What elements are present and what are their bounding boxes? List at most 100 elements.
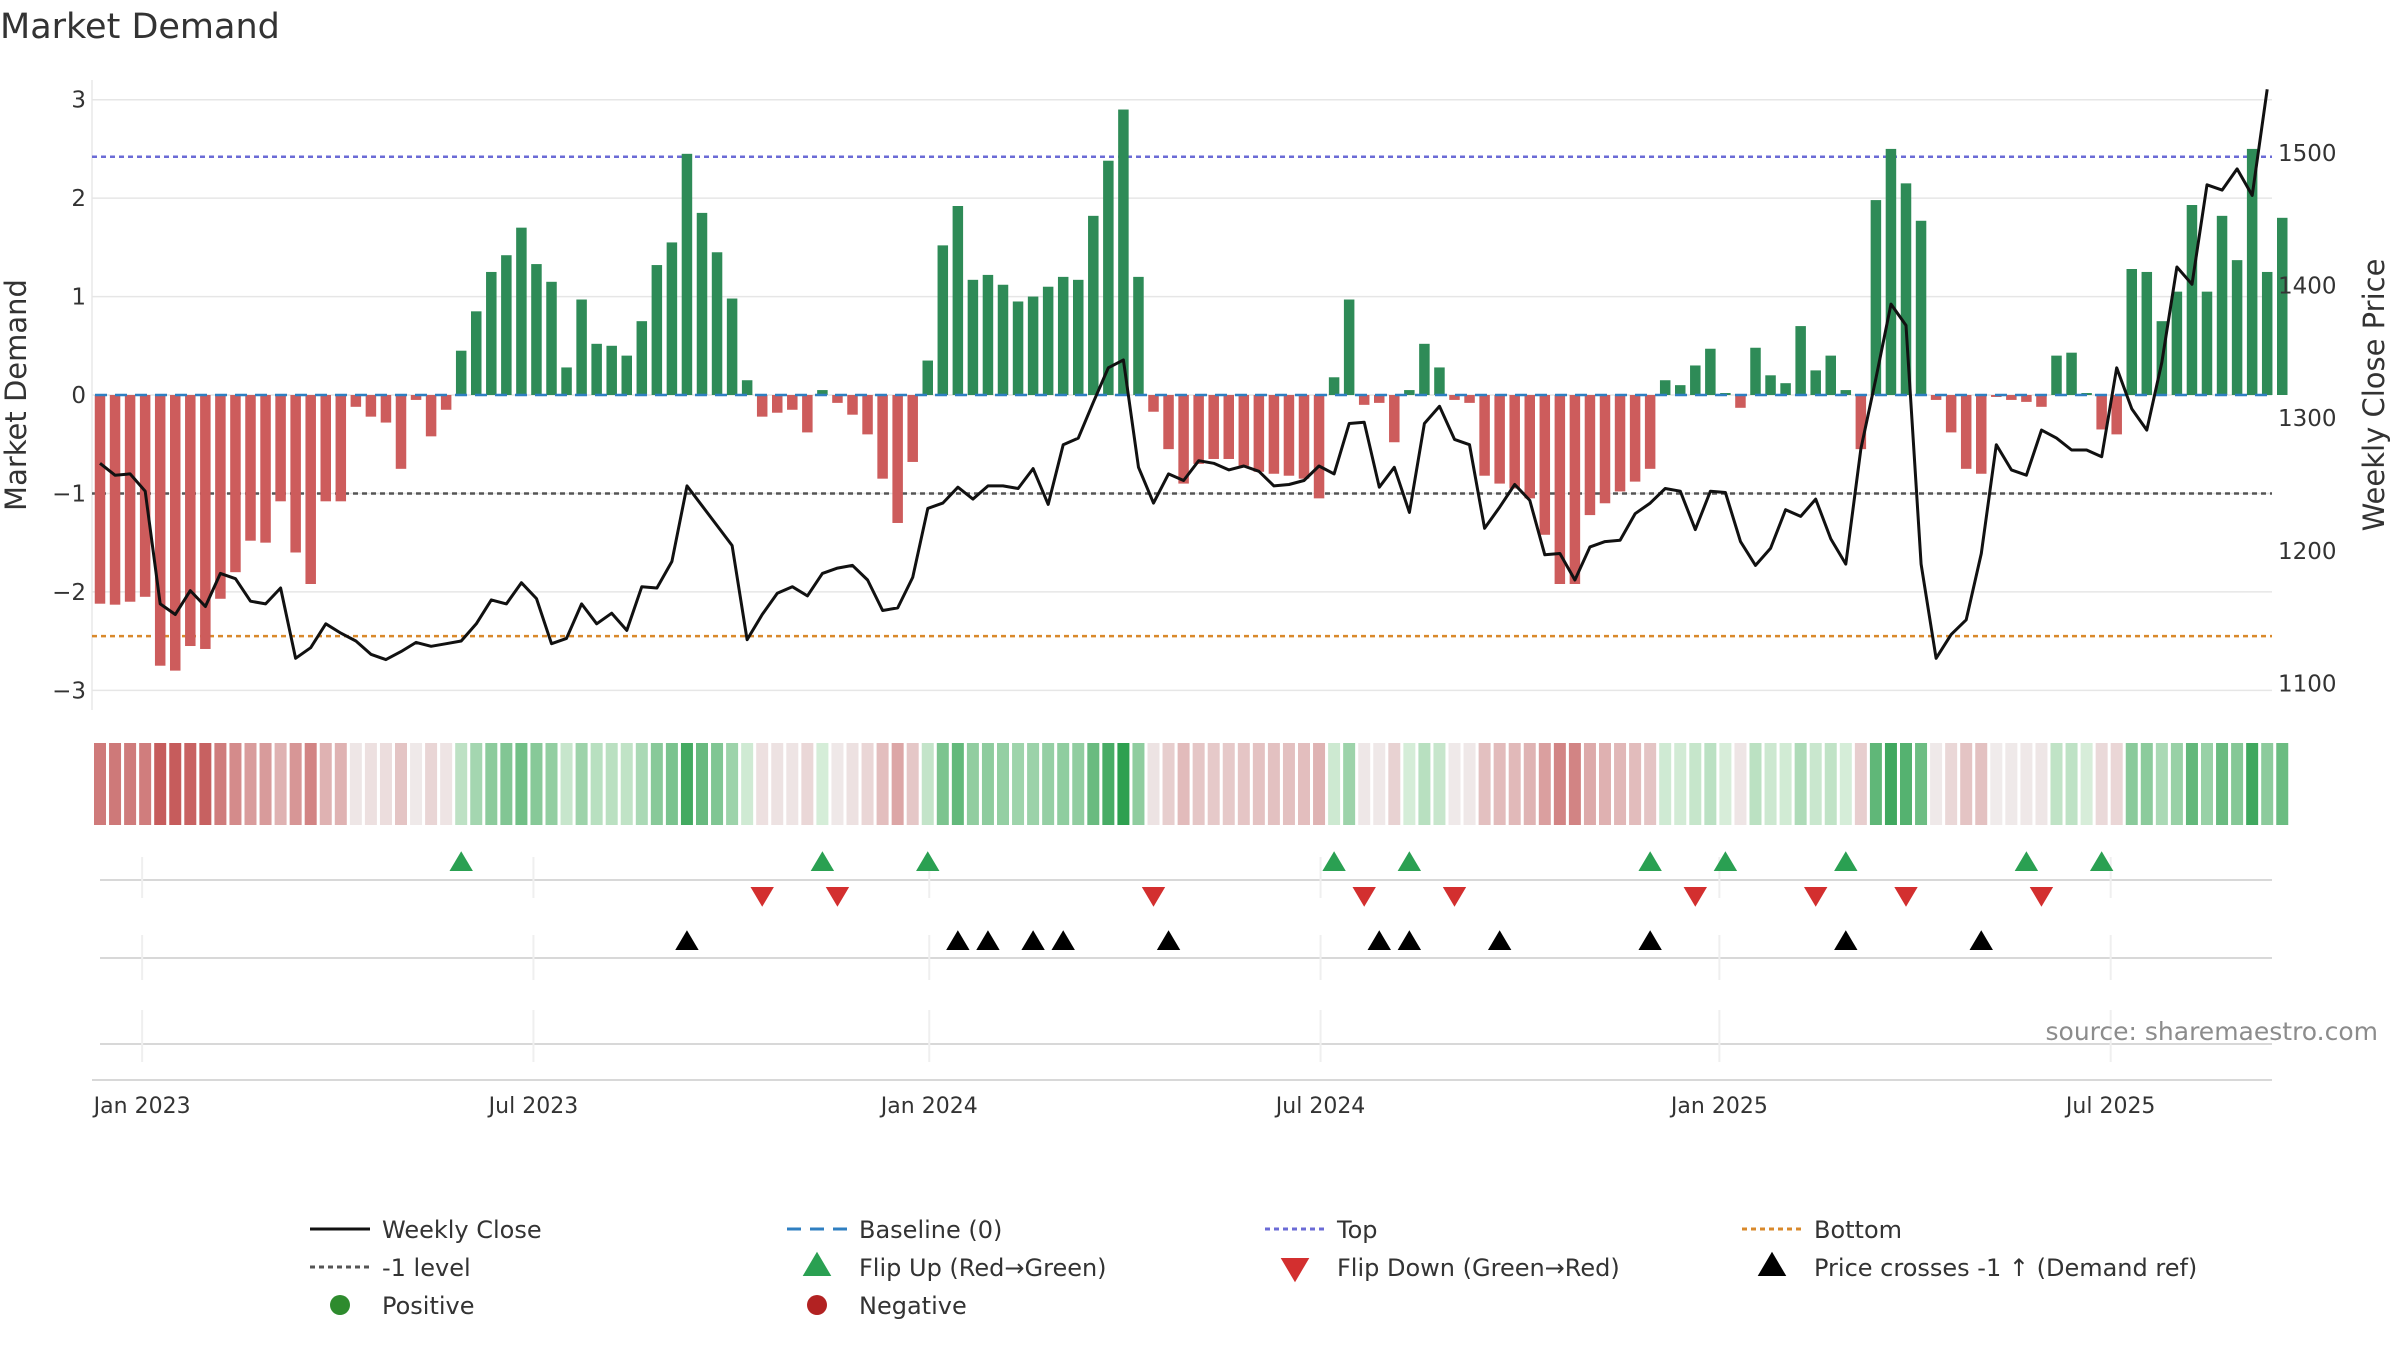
- demand-bar-138: [2171, 291, 2183, 395]
- heat-cell-38: [665, 743, 678, 825]
- demand-bar-65: [1073, 279, 1084, 395]
- heat-cell-71: [1162, 743, 1175, 825]
- heat-cell-83: [1343, 743, 1356, 825]
- heat-cell-115: [1824, 743, 1837, 825]
- legend-label-0: Weekly Close: [382, 1216, 542, 1244]
- demand-bar-12: [275, 395, 286, 502]
- demand-bar-128: [2021, 395, 2032, 402]
- demand-bar-30: [546, 281, 557, 395]
- demand-bar-105: [1675, 385, 1686, 395]
- legend-item-2: Top: [1265, 1216, 1378, 1244]
- demand-bar-95: [1524, 395, 1535, 499]
- demand-bar-35: [621, 355, 632, 395]
- flip-up-marker-3: [1322, 851, 1346, 871]
- demand-bar-22: [425, 395, 437, 437]
- left-axis-ticks: 3 2 1 0 −1 −2 −3: [52, 88, 86, 705]
- x-tick-0: Jan 2023: [92, 1094, 191, 1119]
- demand-bar-116: [1840, 390, 1852, 395]
- demand-bar-77: [1253, 395, 1265, 472]
- legend-item-6: Flip Down (Green→Red): [1280, 1254, 1620, 1283]
- heat-cell-58: [966, 743, 979, 825]
- demand-bar-119: [1885, 148, 1897, 395]
- heat-cell-99: [1583, 743, 1596, 825]
- heat-cell-25: [470, 743, 483, 825]
- cross-marker-5: [1156, 930, 1181, 950]
- heat-cell-90: [1448, 743, 1461, 825]
- left-tick-4: −1: [52, 481, 86, 507]
- x-tick-3: Jul 2024: [1274, 1094, 1366, 1119]
- demand-bar-75: [1223, 395, 1234, 459]
- legend-item-1: Baseline (0): [787, 1216, 1002, 1244]
- demand-bar-28: [516, 227, 527, 395]
- demand-bar-93: [1494, 395, 1505, 484]
- heat-cell-143: [2246, 743, 2259, 825]
- demand-bar-83: [1343, 299, 1355, 395]
- flip-down-marker-1: [825, 887, 850, 907]
- heat-cell-5: [169, 743, 182, 825]
- demand-bar-60: [997, 284, 1009, 395]
- flip-down-marker-0: [750, 887, 774, 907]
- heat-cell-108: [1719, 743, 1732, 825]
- heat-cell-6: [184, 743, 197, 825]
- source-note: source: sharemaestro.com: [2046, 1017, 2379, 1046]
- heat-cell-131: [2065, 743, 2078, 825]
- demand-bar-133: [2096, 395, 2107, 430]
- demand-bar-61: [1012, 301, 1024, 395]
- heat-cell-48: [816, 743, 829, 825]
- heat-cell-49: [831, 743, 844, 825]
- demand-bar-19: [380, 395, 392, 423]
- flip-up-marker-4: [1397, 851, 1422, 871]
- heat-cell-23: [440, 743, 453, 825]
- demand-bar-40: [696, 212, 708, 395]
- demand-bar-117: [1855, 395, 1867, 450]
- demand-bar-144: [2261, 271, 2273, 395]
- heat-cell-117: [1854, 743, 1867, 825]
- heat-cell-113: [1794, 743, 1807, 825]
- demand-bar-81: [1313, 395, 1325, 499]
- legend-label-8: Positive: [382, 1292, 475, 1320]
- heat-cell-111: [1764, 743, 1777, 825]
- x-tick-2: Jan 2024: [879, 1094, 978, 1119]
- heat-cell-20: [395, 743, 407, 825]
- legend-swatch-9: [807, 1295, 827, 1315]
- heat-cell-45: [771, 743, 784, 825]
- demand-bar-97: [1554, 395, 1566, 584]
- heat-cell-95: [1523, 743, 1536, 825]
- cross-marker-8: [1487, 930, 1512, 950]
- demand-bar-32: [576, 299, 587, 395]
- demand-bar-125: [1976, 395, 1987, 474]
- demand-bar-76: [1238, 395, 1250, 466]
- demand-bar-104: [1659, 380, 1671, 395]
- demand-bar-84: [1358, 395, 1370, 405]
- heat-cell-84: [1358, 743, 1371, 825]
- demand-bar-6: [185, 395, 196, 647]
- left-tick-3: 0: [71, 383, 86, 409]
- legend-label-1: Baseline (0): [859, 1216, 1002, 1244]
- demand-bar-130: [2051, 355, 2062, 395]
- flip-up-marker-5: [1638, 851, 1662, 871]
- heat-cell-16: [334, 743, 347, 825]
- flip-down-marker-2: [1141, 887, 1166, 907]
- flip-up-marker-6: [1713, 851, 1738, 871]
- demand-bar-91: [1464, 395, 1475, 403]
- heat-cell-142: [2231, 743, 2244, 825]
- legend-item-9: Negative: [807, 1292, 967, 1320]
- cross-marker-2: [976, 930, 1000, 950]
- demand-bar-127: [2006, 395, 2017, 400]
- demand-bar-66: [1088, 215, 1099, 395]
- heat-cell-98: [1568, 743, 1581, 825]
- heat-cell-17: [349, 743, 362, 825]
- legend-label-3: Bottom: [1814, 1216, 1902, 1244]
- signal-vertical-grid: [141, 857, 2112, 1062]
- demand-bar-142: [2231, 260, 2243, 395]
- heat-cell-42: [726, 743, 739, 825]
- heat-cell-59: [981, 743, 994, 825]
- heat-cell-128: [2020, 743, 2033, 825]
- heat-cell-139: [2185, 743, 2198, 825]
- demand-bar-62: [1027, 296, 1039, 395]
- demand-bar-145: [2277, 217, 2288, 395]
- flip-down-marker-3: [1352, 887, 1376, 907]
- left-tick-1: 2: [71, 186, 86, 212]
- heat-cell-29: [530, 743, 543, 825]
- heat-cell-9: [229, 743, 242, 825]
